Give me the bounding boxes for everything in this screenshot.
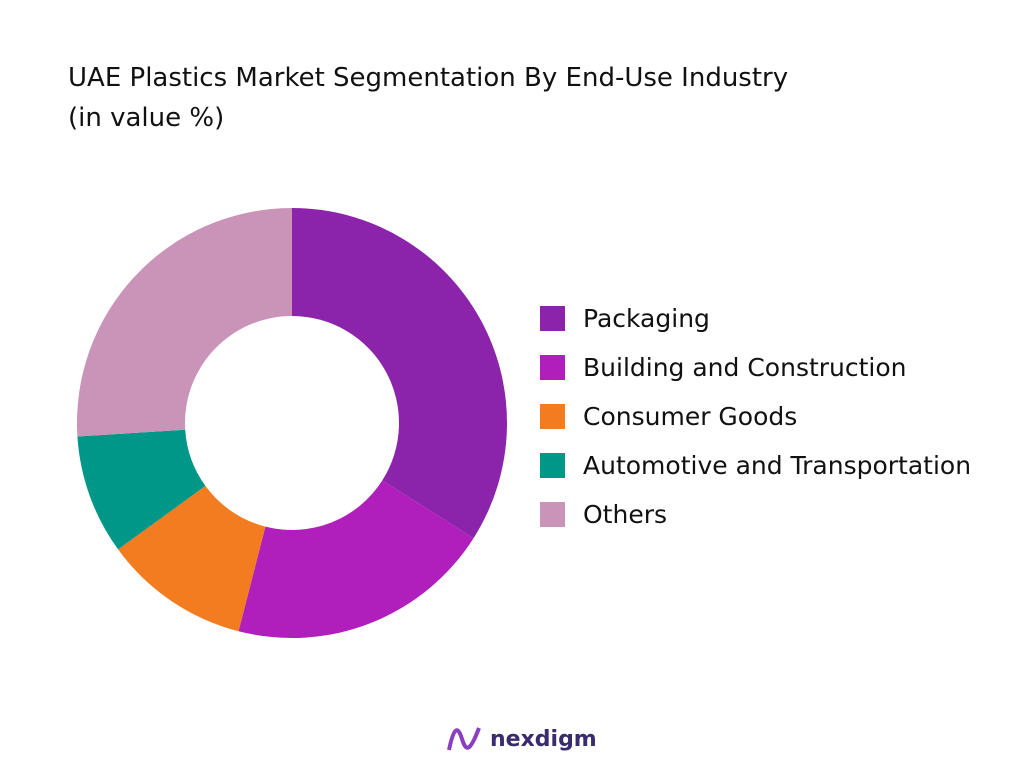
legend-label: Others	[583, 500, 668, 529]
brand-logo	[447, 727, 481, 751]
donut-slice	[77, 429, 206, 550]
donut-slice	[77, 208, 292, 437]
legend-item: Automotive and Transportation	[540, 447, 1000, 485]
legend-label: Packaging	[583, 304, 710, 333]
legend-swatch	[540, 306, 565, 331]
legend-swatch	[540, 355, 565, 380]
legend-swatch	[540, 453, 565, 478]
legend-item: Building and Construction	[540, 349, 1000, 387]
legend-label: Consumer Goods	[583, 402, 798, 431]
legend-swatch	[540, 404, 565, 429]
donut-slice	[238, 480, 474, 638]
legend-swatch	[540, 502, 565, 527]
legend-item: Packaging	[540, 300, 1000, 338]
legend-item: Others	[540, 496, 1000, 534]
chart-title: UAE Plastics Market Segmentation By End-…	[68, 63, 789, 133]
brand-text: nexdigm	[490, 726, 597, 752]
legend-label: Building and Construction	[583, 353, 907, 382]
legend-item: Consumer Goods	[540, 398, 1000, 436]
legend: Packaging Building and Construction Consum…	[540, 300, 1000, 545]
legend-label: Automotive and Transportation	[583, 451, 972, 480]
brand: nexdigm	[446, 724, 597, 754]
donut-slice	[118, 485, 266, 632]
donut-slice	[292, 208, 508, 539]
